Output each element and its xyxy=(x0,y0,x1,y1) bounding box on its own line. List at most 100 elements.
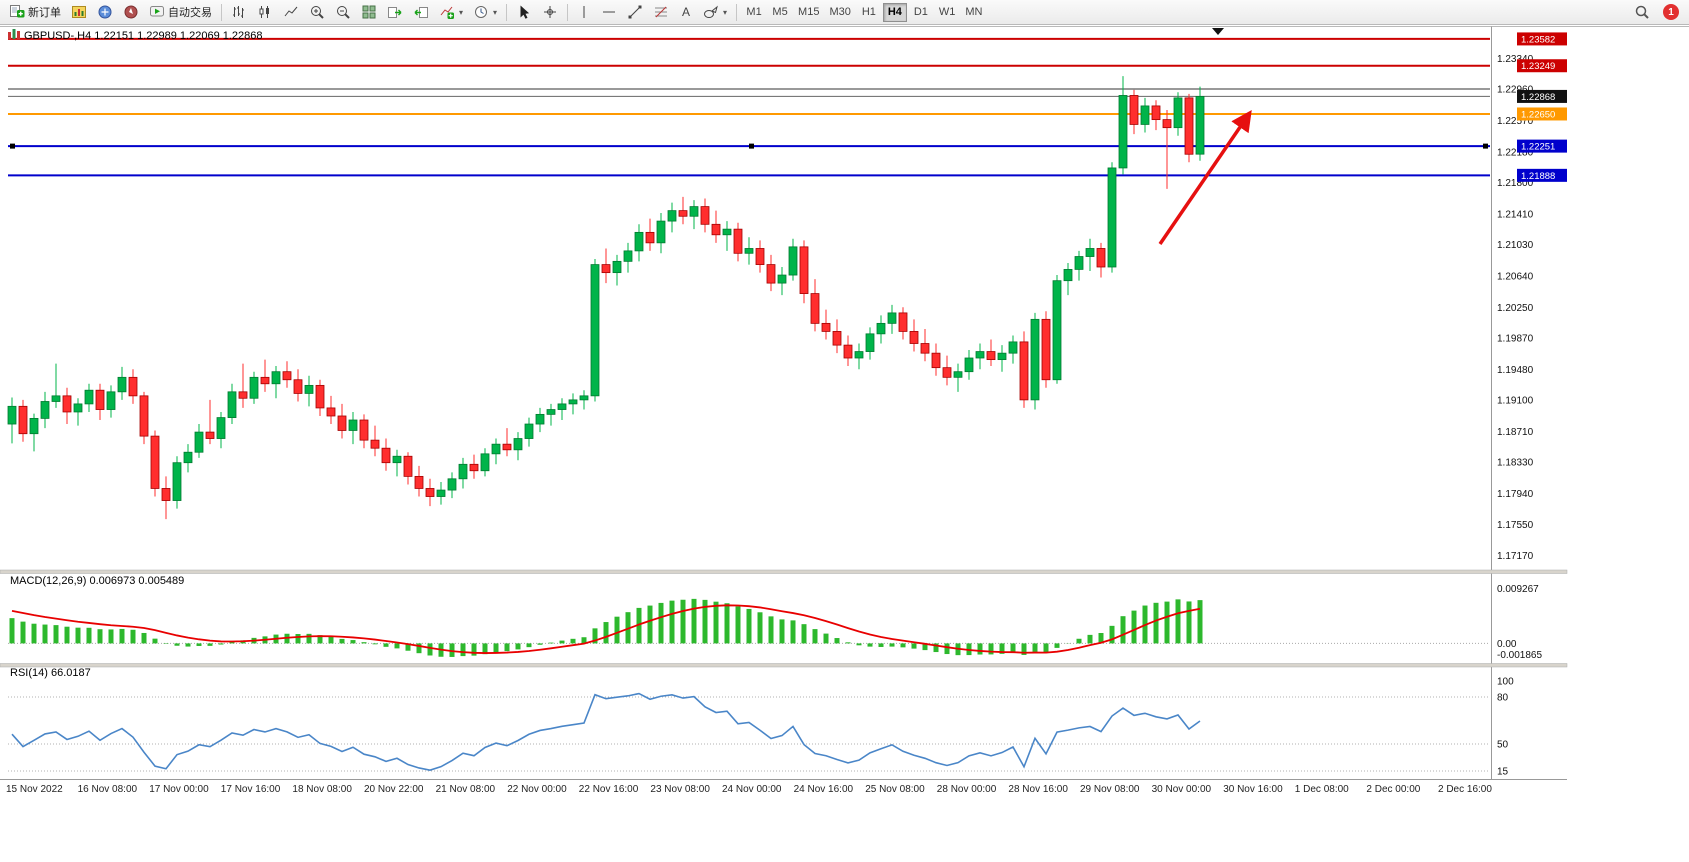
candle-body xyxy=(997,352,1007,361)
timeframe-button-M30[interactable]: M30 xyxy=(825,3,854,22)
time-axis-label: 23 Nov 08:00 xyxy=(650,784,710,795)
trendline-icon xyxy=(628,5,642,19)
candle-body xyxy=(458,463,468,480)
candle-body xyxy=(513,438,523,451)
timeframe-button-M5[interactable]: M5 xyxy=(768,3,792,22)
periods-clock-icon xyxy=(475,6,488,18)
time-axis-label: 30 Nov 00:00 xyxy=(1152,784,1212,795)
panel-splitter[interactable] xyxy=(0,663,1568,668)
price-axis-label: 1.20250 xyxy=(1497,303,1534,314)
line-selection-handle[interactable] xyxy=(1483,143,1488,149)
timeframe-button-W1[interactable]: W1 xyxy=(935,3,960,22)
price-badge-text: 1.21888 xyxy=(1521,171,1555,182)
price-axis-label: 1.20640 xyxy=(1497,271,1534,282)
candle-body xyxy=(810,293,820,324)
candle-body xyxy=(865,333,875,352)
crosshair-icon xyxy=(544,6,557,18)
cursor-tool-button[interactable] xyxy=(512,1,536,24)
timeframe-button-H4[interactable]: H4 xyxy=(882,2,907,22)
line-selection-handle[interactable] xyxy=(749,143,754,149)
price-axis-label: 1.19480 xyxy=(1497,365,1534,376)
crosshair-tool-button[interactable] xyxy=(538,1,562,24)
market-watch-icon xyxy=(72,6,86,18)
shapes-tool-button[interactable]: ▾ xyxy=(699,1,731,24)
price-badge xyxy=(1517,89,1567,103)
indicators-button[interactable]: ▾ xyxy=(435,1,467,24)
chart-shift-marker-icon[interactable] xyxy=(1212,28,1224,35)
candle-body xyxy=(447,478,457,491)
candle-body xyxy=(480,453,490,472)
zoom-out-button[interactable] xyxy=(331,1,355,24)
fibonacci-icon xyxy=(655,6,668,18)
candle-body xyxy=(964,357,974,373)
macd-histogram xyxy=(9,598,1203,657)
rsi-axis-label: 80 xyxy=(1497,692,1509,703)
horizontal-line-tool-button[interactable] xyxy=(597,1,621,24)
text-tool-button[interactable]: A xyxy=(675,1,697,24)
candle-body xyxy=(689,206,699,217)
candle-body xyxy=(777,274,787,284)
data-window-button[interactable] xyxy=(93,1,117,24)
periods-caret-icon: ▾ xyxy=(493,7,498,17)
macd-signal-line xyxy=(11,604,1201,654)
rsi-indicator-label: RSI(14) 66.0187 xyxy=(10,667,91,679)
candle-body xyxy=(216,417,226,439)
candle-body xyxy=(590,264,600,397)
candle-body xyxy=(1140,105,1150,125)
rsi-line xyxy=(11,692,1201,772)
candle-body xyxy=(975,351,985,359)
periods-button[interactable]: ▾ xyxy=(469,1,501,24)
timeframe-button-H1[interactable]: H1 xyxy=(857,3,881,22)
candlestick-chart-button[interactable] xyxy=(253,1,277,24)
time-axis-label: 2 Dec 00:00 xyxy=(1366,784,1420,795)
candle-body xyxy=(656,220,666,244)
price-badge-text: 1.22251 xyxy=(1521,142,1555,153)
vertical-line-tool-button[interactable] xyxy=(573,1,595,24)
timeframe-button-M1[interactable]: M1 xyxy=(742,3,766,22)
candle-body xyxy=(887,312,897,324)
trend-arrow-annotation[interactable] xyxy=(1158,109,1252,245)
notification-badge[interactable]: 1 xyxy=(1663,4,1679,20)
candle-body xyxy=(1063,269,1073,282)
tile-windows-button[interactable] xyxy=(357,1,381,24)
time-axis-label: 21 Nov 08:00 xyxy=(436,784,496,795)
auto-scroll-button[interactable] xyxy=(383,1,407,24)
panel-splitter[interactable] xyxy=(0,569,1568,574)
auto-trading-button[interactable]: 自动交易 xyxy=(145,1,216,24)
horizontal-lines[interactable] xyxy=(8,37,1490,177)
new-order-button[interactable]: 新订单 xyxy=(5,1,65,24)
time-axis-label: 16 Nov 08:00 xyxy=(78,784,138,795)
line-chart-button[interactable] xyxy=(279,1,303,24)
bar-chart-icon xyxy=(233,6,244,18)
candle-body xyxy=(744,248,754,254)
candle-body xyxy=(238,391,248,399)
navigator-button[interactable] xyxy=(119,1,143,24)
candle-body xyxy=(18,405,28,435)
zoom-in-button[interactable] xyxy=(305,1,329,24)
candle-body xyxy=(667,210,677,222)
time-axis-label: 20 Nov 22:00 xyxy=(364,784,424,795)
search-button[interactable] xyxy=(1630,1,1654,24)
trendline-tool-button[interactable] xyxy=(623,1,647,24)
data-window-icon xyxy=(98,5,112,19)
candle-body xyxy=(832,331,842,346)
timeframe-button-M15[interactable]: M15 xyxy=(794,3,823,22)
fibonacci-tool-button[interactable] xyxy=(649,1,673,24)
time-axis-label: 22 Nov 00:00 xyxy=(507,784,567,795)
timeframe-button-D1[interactable]: D1 xyxy=(909,3,933,22)
chart-shift-button[interactable] xyxy=(409,1,433,24)
candle-body xyxy=(1195,96,1205,155)
time-axis-label: 24 Nov 00:00 xyxy=(722,784,782,795)
market-watch-button[interactable] xyxy=(67,1,91,24)
price-axis-label: 1.18710 xyxy=(1497,427,1534,438)
candle-body xyxy=(293,379,303,394)
line-selection-handle[interactable] xyxy=(10,143,15,149)
timeframe-button-MN[interactable]: MN xyxy=(961,3,986,22)
bar-chart-button[interactable] xyxy=(227,1,251,24)
candle-body xyxy=(326,407,336,417)
candle-body xyxy=(546,409,556,415)
macd-axis-label: 0.009267 xyxy=(1497,584,1539,595)
candle-body xyxy=(645,231,655,244)
auto-scroll-icon xyxy=(388,7,402,18)
